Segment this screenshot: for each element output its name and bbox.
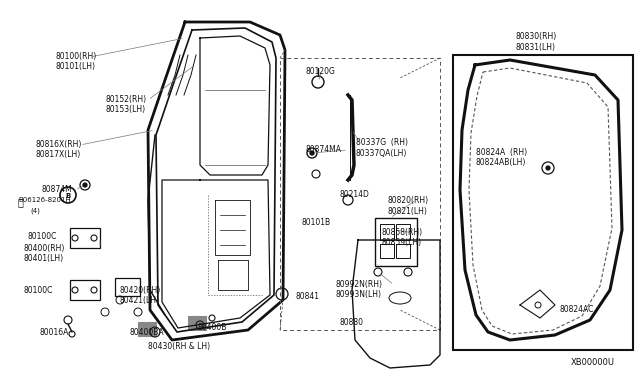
Text: XB00000U: XB00000U — [571, 358, 615, 367]
Text: 80821(LH): 80821(LH) — [388, 207, 428, 216]
Bar — [396, 224, 410, 240]
Text: 80824AB(LH): 80824AB(LH) — [476, 158, 526, 167]
Text: 80858(RH): 80858(RH) — [381, 228, 422, 237]
Text: 80100C: 80100C — [23, 286, 52, 295]
Text: 80992N(RH): 80992N(RH) — [336, 280, 383, 289]
Bar — [115, 278, 140, 296]
Bar — [375, 218, 417, 266]
Text: 80337G  (RH): 80337G (RH) — [356, 138, 408, 147]
Text: 80400B: 80400B — [198, 323, 227, 332]
Bar — [380, 244, 394, 258]
Text: B06126-8201H: B06126-8201H — [18, 197, 71, 203]
Text: 80101B: 80101B — [302, 218, 331, 227]
Text: 80421(LH): 80421(LH) — [120, 296, 160, 305]
Text: 80100C: 80100C — [28, 232, 58, 241]
Text: 80820(RH): 80820(RH) — [388, 196, 429, 205]
Bar — [138, 322, 156, 336]
Text: 80420(RH): 80420(RH) — [120, 286, 161, 295]
Text: (4): (4) — [30, 208, 40, 215]
Ellipse shape — [83, 183, 87, 187]
Text: 80400BA: 80400BA — [130, 328, 164, 337]
Text: 80153(LH): 80153(LH) — [105, 105, 145, 114]
Text: 80824AC: 80824AC — [560, 305, 595, 314]
Text: 80859(LH): 80859(LH) — [381, 238, 421, 247]
Text: 80874MA: 80874MA — [305, 145, 341, 154]
Text: 80401(LH): 80401(LH) — [23, 254, 63, 263]
Text: 80880: 80880 — [340, 318, 364, 327]
Text: 80337QA(LH): 80337QA(LH) — [356, 149, 408, 158]
Text: 80430(RH & LH): 80430(RH & LH) — [148, 342, 210, 351]
Text: B: B — [65, 193, 70, 199]
Text: 80152(RH): 80152(RH) — [105, 95, 146, 104]
Ellipse shape — [310, 151, 314, 155]
Text: Ⓑ: Ⓑ — [18, 197, 24, 207]
Bar — [188, 316, 206, 330]
Text: 80101(LH): 80101(LH) — [55, 62, 95, 71]
Bar — [396, 244, 410, 258]
Ellipse shape — [546, 166, 550, 170]
Text: 80824A  (RH): 80824A (RH) — [476, 148, 527, 157]
Text: 80816X(RH): 80816X(RH) — [35, 140, 81, 149]
Text: 80400(RH): 80400(RH) — [23, 244, 65, 253]
Text: 80831(LH): 80831(LH) — [516, 43, 556, 52]
Text: 80120G: 80120G — [305, 67, 335, 76]
Bar — [70, 228, 100, 248]
Text: 80100(RH): 80100(RH) — [55, 52, 96, 61]
Bar — [453, 55, 633, 350]
Text: 80214D: 80214D — [340, 190, 370, 199]
Text: 80874M: 80874M — [42, 185, 73, 194]
Text: 80841: 80841 — [295, 292, 319, 301]
Bar — [380, 224, 394, 240]
Text: 80830(RH): 80830(RH) — [516, 32, 557, 41]
Text: 80817X(LH): 80817X(LH) — [35, 150, 80, 159]
Text: 80993N(LH): 80993N(LH) — [336, 290, 382, 299]
Text: 80016A: 80016A — [40, 328, 69, 337]
Bar — [70, 280, 100, 300]
